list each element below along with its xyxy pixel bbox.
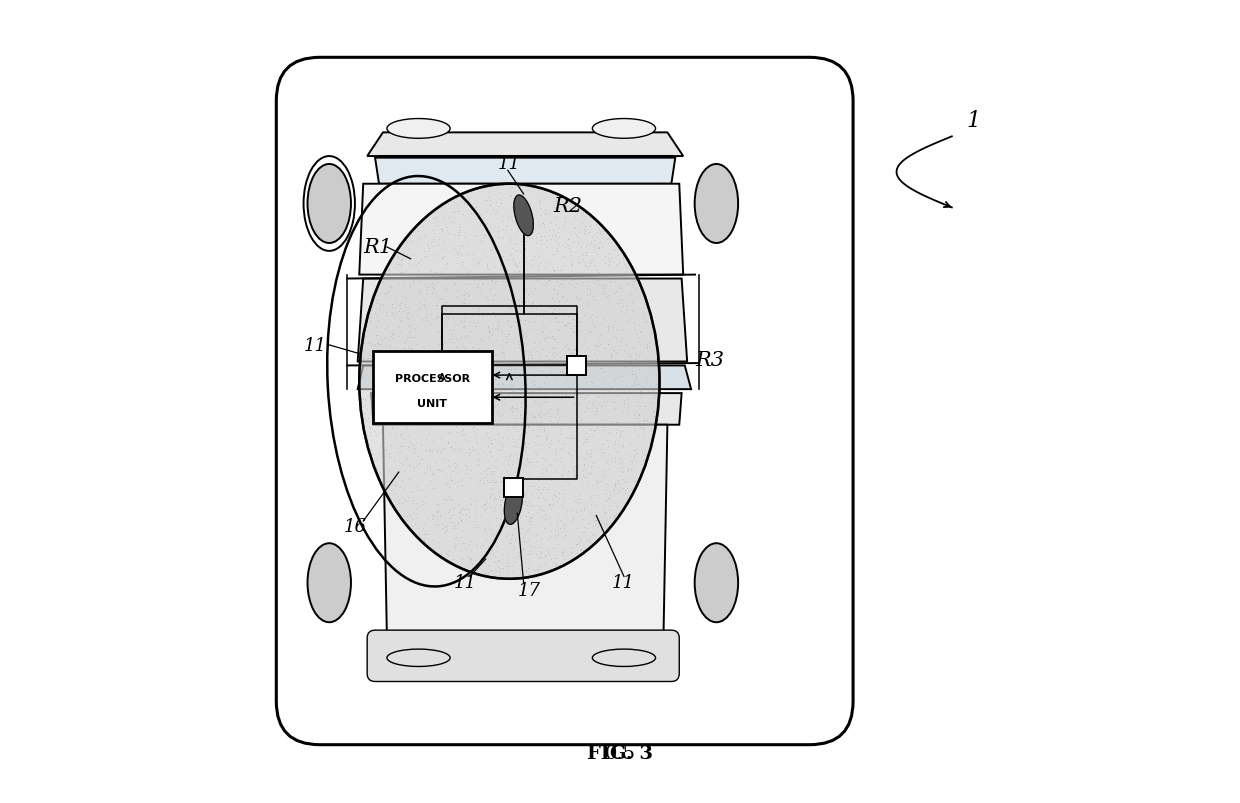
Ellipse shape	[308, 544, 351, 622]
Text: UNIT: UNIT	[418, 398, 448, 408]
Text: 17: 17	[517, 581, 541, 599]
FancyBboxPatch shape	[367, 630, 680, 682]
Text: 0.5: 0.5	[605, 744, 635, 762]
Ellipse shape	[387, 650, 450, 666]
Ellipse shape	[387, 120, 450, 139]
Ellipse shape	[694, 544, 738, 622]
Ellipse shape	[308, 165, 351, 243]
Polygon shape	[510, 483, 522, 524]
FancyBboxPatch shape	[503, 479, 523, 498]
Ellipse shape	[593, 650, 656, 666]
Ellipse shape	[694, 165, 738, 243]
Polygon shape	[518, 196, 533, 236]
Text: PROCESSOR: PROCESSOR	[394, 374, 470, 384]
Text: R3: R3	[696, 351, 724, 370]
Polygon shape	[505, 483, 517, 524]
Text: 1: 1	[966, 110, 980, 132]
FancyBboxPatch shape	[373, 352, 492, 424]
Text: 11: 11	[304, 336, 327, 354]
Ellipse shape	[593, 120, 656, 139]
FancyBboxPatch shape	[277, 59, 853, 744]
Text: FIG. 3: FIG. 3	[587, 744, 653, 762]
FancyBboxPatch shape	[433, 357, 451, 376]
Text: R1: R1	[363, 238, 392, 257]
Polygon shape	[371, 393, 682, 425]
Polygon shape	[357, 279, 687, 362]
FancyBboxPatch shape	[567, 357, 587, 376]
Polygon shape	[374, 158, 676, 185]
Ellipse shape	[360, 185, 660, 579]
Text: 11: 11	[497, 155, 521, 173]
Text: R2: R2	[553, 197, 582, 216]
Text: 11: 11	[454, 573, 477, 591]
Polygon shape	[360, 185, 683, 275]
Polygon shape	[513, 196, 529, 236]
Polygon shape	[357, 366, 691, 389]
Text: 11: 11	[613, 573, 635, 591]
Polygon shape	[383, 425, 667, 638]
Polygon shape	[367, 133, 683, 157]
Text: 16: 16	[343, 518, 367, 536]
